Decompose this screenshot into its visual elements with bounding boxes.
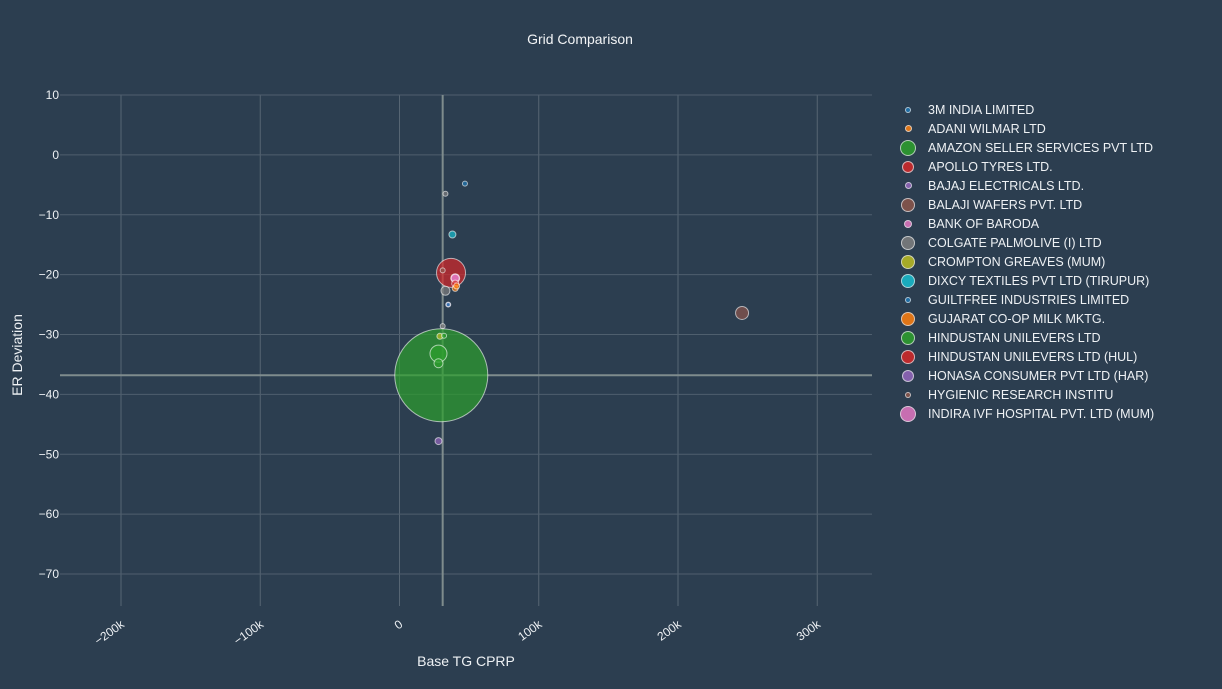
legend-label: DIXCY TEXTILES PVT LTD (TIRUPUR) [928,273,1150,288]
legend-marker-icon [898,139,918,156]
y-axis-ticks: 10 0 −10 −20 −30 −40 −50 −60 −70 [39,88,60,581]
legend-item[interactable]: COLGATE PALMOLIVE (I) LTD [898,233,1154,252]
x-tick-label: −100k [231,617,267,648]
legend-item[interactable]: BAJAJ ELECTRICALS LTD. [898,176,1154,195]
legend-item[interactable]: DIXCY TEXTILES PVT LTD (TIRUPUR) [898,271,1154,290]
y-tick-label: 10 [46,88,60,102]
legend-item[interactable]: 3M INDIA LIMITED [898,100,1154,119]
data-point[interactable] [433,358,444,369]
data-point[interactable] [461,180,468,187]
legend-label: HONASA CONSUMER PVT LTD (HAR) [928,368,1149,383]
legend-label: GUILTFREE INDUSTRIES LIMITED [928,292,1130,307]
legend-label: APOLLO TYRES LTD. [928,159,1053,174]
data-point[interactable] [440,285,451,296]
legend-label: 3M INDIA LIMITED [928,102,1035,117]
legend-marker-icon [898,311,918,326]
x-axis-ticks: −200k −100k 0 100k 200k 300k [92,617,824,648]
y-tick-label: −30 [39,328,60,342]
y-tick-label: −70 [39,567,60,581]
data-point[interactable] [439,323,446,330]
y-axis-label: ER Deviation [9,314,25,396]
legend-marker-icon [898,235,918,250]
legend-item[interactable]: HYGIENIC RESEARCH INSTITU [898,385,1154,404]
legend-label: GUJARAT CO-OP MILK MKTG. [928,311,1106,326]
legend-label: COLGATE PALMOLIVE (I) LTD [928,235,1102,250]
y-tick-label: −60 [39,507,60,521]
legend-label: BANK OF BARODA [928,216,1040,231]
data-point[interactable] [445,302,451,308]
legend-marker-icon [898,273,918,288]
legend-label: HINDUSTAN UNILEVERS LTD (HUL) [928,349,1138,364]
legend-item[interactable]: GUJARAT CO-OP MILK MKTG. [898,309,1154,328]
legend-label: INDIRA IVF HOSPITAL PVT. LTD (MUM) [928,406,1155,421]
legend-label: BAJAJ ELECTRICALS LTD. [928,178,1085,193]
legend-marker-icon [898,349,918,364]
legend-marker-icon [898,254,918,269]
data-point[interactable] [434,437,443,446]
y-tick-label: −10 [39,208,60,222]
data-point[interactable] [441,332,448,339]
legend-marker-icon [898,369,918,382]
chart-title: Grid Comparison [527,31,633,47]
legend-marker-icon [898,182,918,189]
legend: 3M INDIA LIMITED ADANI WILMAR LTD AMAZON S… [898,100,1154,423]
legend-item[interactable]: ADANI WILMAR LTD [898,119,1154,138]
x-tick-label: 300k [794,617,824,644]
legend-item[interactable]: INDIRA IVF HOSPITAL PVT. LTD (MUM) [898,404,1154,423]
y-tick-label: −20 [39,268,60,282]
legend-item[interactable]: GUILTFREE INDUSTRIES LIMITED [898,290,1154,309]
data-point[interactable] [439,267,446,274]
x-axis-label: Base TG CPRP [417,653,515,669]
legend-marker-icon [898,330,918,345]
legend-item[interactable]: HINDUSTAN UNILEVERS LTD [898,328,1154,347]
legend-item[interactable]: CROMPTON GREAVES (MUM) [898,252,1154,271]
legend-marker-icon [898,160,918,173]
legend-marker-icon [898,296,918,303]
data-point[interactable] [448,230,457,239]
data-point[interactable] [453,282,461,290]
legend-label: HINDUSTAN UNILEVERS LTD [928,330,1101,345]
legend-item[interactable]: BALAJI WAFERS PVT. LTD [898,195,1154,214]
legend-item[interactable]: APOLLO TYRES LTD. [898,157,1154,176]
x-tick-label: 100k [515,617,545,644]
legend-marker-icon [898,405,918,422]
y-tick-label: −50 [39,447,60,461]
legend-label: CROMPTON GREAVES (MUM) [928,254,1106,269]
legend-label: BALAJI WAFERS PVT. LTD [928,197,1083,212]
data-points [394,180,750,446]
legend-item[interactable]: HONASA CONSUMER PVT LTD (HAR) [898,366,1154,385]
legend-label: HYGIENIC RESEARCH INSTITU [928,387,1114,402]
legend-item[interactable]: AMAZON SELLER SERVICES PVT LTD [898,138,1154,157]
legend-marker-icon [898,106,918,113]
legend-marker-icon [898,197,918,212]
legend-marker-icon [898,391,918,398]
data-point[interactable] [735,305,750,320]
legend-marker-icon [898,125,918,132]
data-point[interactable] [394,328,489,423]
legend-marker-icon [898,219,918,228]
x-tick-label: −200k [92,617,128,648]
legend-item[interactable]: BANK OF BARODA [898,214,1154,233]
legend-item[interactable]: HINDUSTAN UNILEVERS LTD (HUL) [898,347,1154,366]
legend-label: ADANI WILMAR LTD [928,121,1046,136]
grid-lines [60,94,872,606]
x-tick-label: 0 [392,617,406,632]
y-tick-label: 0 [52,148,59,162]
data-point[interactable] [442,190,449,197]
legend-label: AMAZON SELLER SERVICES PVT LTD [928,140,1154,155]
x-tick-label: 200k [654,617,684,644]
y-tick-label: −40 [39,387,60,401]
